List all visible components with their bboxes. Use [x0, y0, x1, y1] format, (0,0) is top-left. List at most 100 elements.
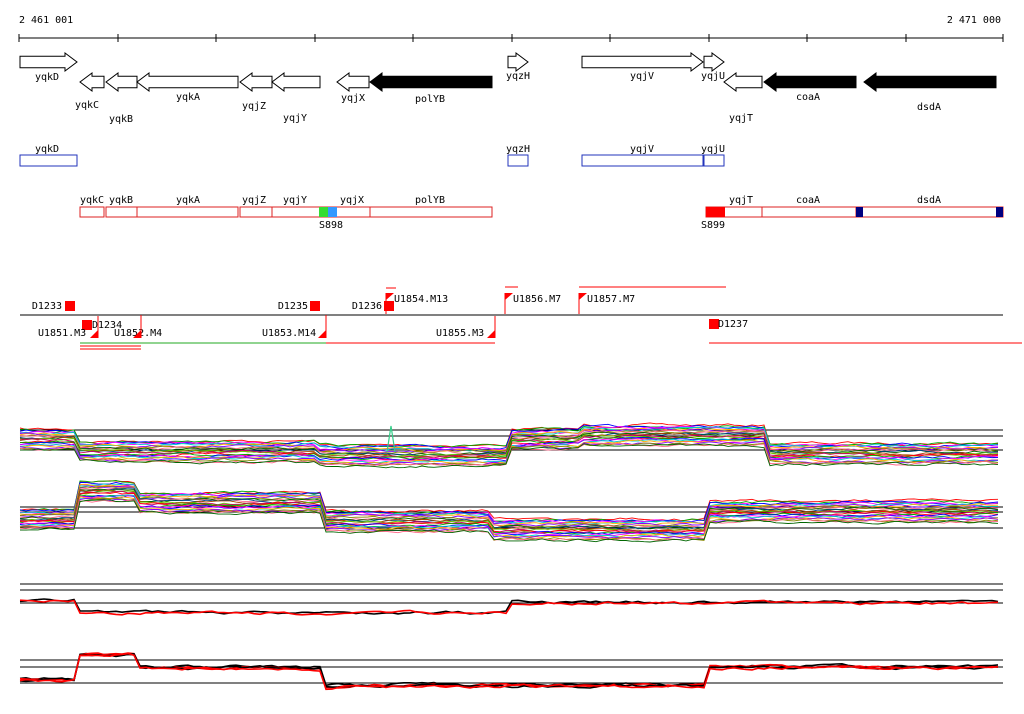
gene-arrow-yqjV: [581, 52, 704, 72]
panel-b-trace: [19, 483, 999, 526]
feature-label: D1237: [718, 319, 748, 330]
gene-track: yqkD yqzH yqjV yqjU yqkC yqkB yqkA yqjZ yqjY yqjX…: [19, 52, 997, 125]
feature-marker-D1234: [82, 320, 92, 330]
gene-label-yqkA: yqkA: [176, 92, 200, 103]
gene-arrow-yqkC: [79, 72, 105, 92]
site-mark-navy-end: [996, 207, 1003, 217]
feature-flag: [133, 330, 141, 338]
site-mark-navy: [856, 207, 863, 217]
feature-label: D1236: [352, 301, 382, 312]
gene-label-polYB: polYB: [415, 94, 445, 105]
blue-box-label: yqjU: [701, 144, 725, 155]
feature-marker-D1235: [310, 301, 320, 311]
feature-label: U1856.M7: [513, 294, 561, 305]
blue-box-yqkD: [19, 154, 78, 167]
panel-a-trace: [19, 436, 999, 461]
ruler-ticks: [18, 34, 1004, 42]
red-box-label: polYB: [415, 195, 445, 206]
blue-box-label: yqzH: [506, 144, 530, 155]
panel-a-spike: [386, 425, 396, 453]
red-box-label: yqjY: [283, 195, 307, 206]
gene-arrow-yqkB: [105, 72, 138, 92]
feature-label: U1857.M7: [587, 294, 635, 305]
ruler-end-label: 2 471 000: [947, 15, 1001, 26]
red-box-label: yqjZ: [242, 195, 266, 206]
gene-arrow-yqzH: [507, 52, 529, 72]
panel-b-trace: [19, 499, 999, 542]
gene-arrow-yqjT: [723, 72, 763, 92]
feature-label: D1235: [278, 301, 308, 312]
gene-box-track: yqkD yqzH yqjV yqjU yqkC yqkB yqkA yqjZ yqjY yqjX…: [19, 144, 1004, 231]
red-box-label: dsdA: [917, 195, 941, 206]
feature-flag: [90, 330, 98, 338]
panel-c-trace: [19, 598, 999, 615]
blue-box-label: yqkD: [35, 144, 59, 155]
feature-label: U1854.M13: [394, 294, 448, 305]
gene-arrow-yqkD: [19, 52, 78, 72]
feature-marker-D1233: [65, 301, 75, 311]
feature-flag: [386, 293, 394, 300]
red-box-yqkC: [79, 206, 105, 218]
feature-flag: [505, 293, 513, 300]
panel-b-trace: [19, 497, 999, 540]
gene-label-yqjV: yqjV: [630, 71, 654, 82]
gene-arrow-yqjX: [336, 72, 370, 92]
panel-b-trace: [19, 494, 999, 537]
panel-d-trace: [19, 652, 999, 691]
site-mark-blue: [328, 207, 337, 217]
feature-flag: [318, 330, 326, 338]
site-mark-green: [319, 207, 328, 217]
gene-label-dsdA: dsdA: [917, 102, 941, 113]
gene-label-yqjX: yqjX: [341, 93, 365, 104]
feature-marker-D1237: [709, 319, 719, 329]
red-box-yqkB: [105, 206, 138, 218]
gene-label-coaA: coaA: [796, 92, 820, 103]
gene-label-yqkD: yqkD: [35, 72, 59, 83]
red-box-dsdA: [855, 206, 1004, 218]
blue-box-yqjU: [703, 154, 725, 167]
panel-a-trace: [19, 443, 999, 469]
feature-label: U1853.M14: [262, 328, 316, 339]
feature-track: D1233D1234D1235D1236D1237U1851.M3U1852.M…: [20, 286, 1022, 350]
gene-arrow-coaA: [763, 72, 857, 92]
red-box-label: yqkB: [109, 195, 133, 206]
panel-b-trace: [19, 494, 999, 538]
gene-arrow-yqjY: [271, 72, 321, 92]
feature-label: D1234: [92, 320, 122, 331]
red-box-coaA: [761, 206, 857, 218]
panel-b-trace: [19, 499, 999, 543]
red-box-label: yqkA: [176, 195, 200, 206]
feature-marker-D1236: [384, 301, 394, 311]
red-box-label: yqkC: [80, 195, 104, 206]
feature-flag: [579, 293, 587, 300]
panel-b-trace: [19, 487, 999, 530]
red-box-label: yqjX: [340, 195, 364, 206]
gene-label-yqjU: yqjU: [701, 71, 725, 82]
coordinate-ruler: 2 461 001 2 471 000: [18, 15, 1004, 42]
red-box-yqjY: [271, 206, 321, 218]
ruler-start-label: 2 461 001: [19, 15, 73, 26]
gene-label-yqjY: yqjY: [283, 113, 307, 124]
gene-arrow-yqkA: [136, 72, 239, 92]
red-box-polYB: [369, 206, 493, 218]
gene-label-yqkB: yqkB: [109, 114, 133, 125]
red-box-label: yqjT: [729, 195, 753, 206]
site-label-S899: S899: [701, 220, 725, 231]
gene-arrow-dsdA: [863, 72, 997, 92]
panel-c-trace: [19, 599, 999, 616]
gene-label-yqjT: yqjT: [729, 113, 753, 124]
gene-arrow-yqjU: [703, 52, 725, 72]
feature-label: U1855.M3: [436, 328, 484, 339]
expression-trace-track: [19, 422, 1003, 691]
feature-flag: [487, 330, 495, 338]
site-label-S898: S898: [319, 220, 343, 231]
gene-label-yqzH: yqzH: [506, 71, 530, 82]
red-box-yqkA: [136, 206, 239, 218]
gene-arrow-yqjZ: [239, 72, 273, 92]
feature-label: U1851.M3: [38, 328, 86, 339]
site-mark-red: [706, 207, 725, 217]
gene-arrow-polYB: [369, 72, 493, 92]
panel-b-trace: [19, 483, 999, 525]
blue-box-yqzH: [507, 154, 529, 167]
